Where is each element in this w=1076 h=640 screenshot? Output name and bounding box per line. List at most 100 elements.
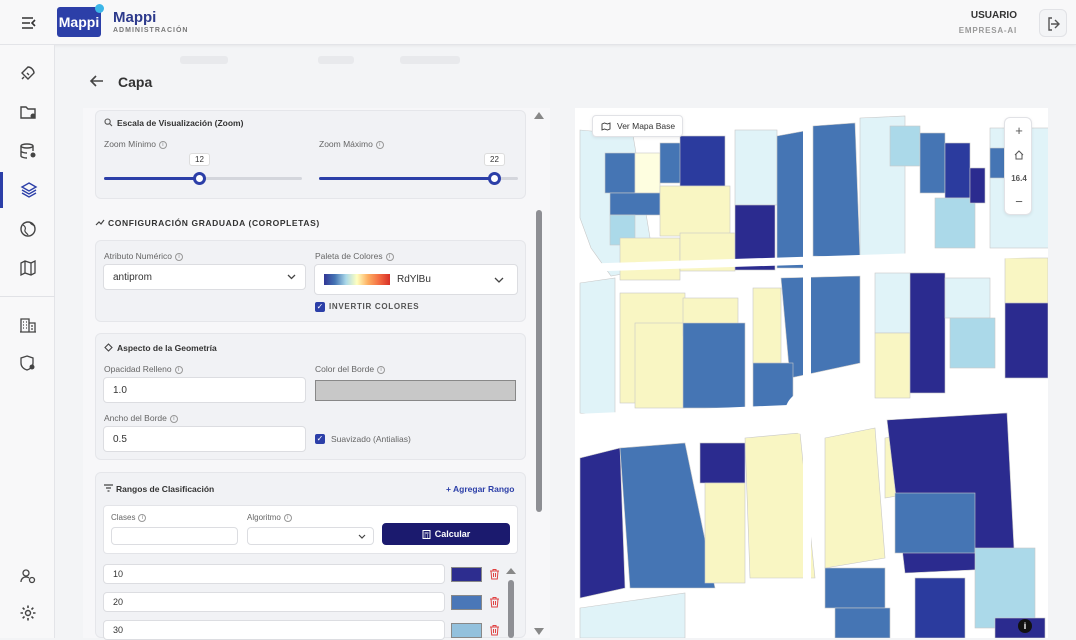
border-color-label-text: Color del Borde [315, 364, 375, 374]
info-icon: i [175, 252, 184, 261]
palette-select[interactable]: RdYlBu [314, 264, 518, 295]
ranges-section-title: Rangos de Clasificación [116, 484, 215, 494]
choropleth-map[interactable] [575, 108, 1048, 638]
logout-button[interactable] [1039, 9, 1067, 37]
info-icon: i [174, 365, 183, 374]
range-color-swatch[interactable] [451, 595, 482, 610]
zoom-min-value: 12 [189, 153, 210, 166]
sidebar-item-layers[interactable] [0, 172, 55, 208]
zoom-min-label: Zoom Mínimo i [104, 139, 167, 149]
ranges-scrollbar[interactable] [508, 580, 514, 638]
zoom-level: 16.4 [1011, 174, 1027, 183]
range-color-swatch[interactable] [451, 567, 482, 582]
top-bar: Mappi Mappi ADMINISTRACIÓN USUARIO EMPRE… [0, 0, 1076, 45]
logout-icon [1048, 17, 1060, 31]
panel-scroll-down-icon[interactable] [534, 628, 544, 635]
panel-scrollbar[interactable] [536, 210, 542, 512]
attribute-select[interactable]: antiprom [103, 264, 306, 290]
sidebar-item-users[interactable] [0, 558, 55, 594]
trash-icon[interactable] [489, 624, 500, 636]
zoom-max-value: 22 [484, 153, 505, 166]
page-header: Capa [70, 56, 1076, 106]
zoom-out-button[interactable]: − [1015, 194, 1023, 209]
chevron-down-icon [358, 534, 366, 539]
brand-subtitle: ADMINISTRACIÓN [113, 27, 189, 34]
sidebar-item-security[interactable] [0, 345, 55, 381]
sidebar-divider [0, 296, 55, 297]
faded-tab [318, 56, 354, 64]
opacity-label: Opacidad Relleno i [104, 364, 183, 374]
range-row-value[interactable]: 30 [103, 620, 445, 640]
plus-icon: + [446, 484, 454, 494]
map-icon [19, 259, 36, 277]
border-width-label: Ancho del Borde i [104, 413, 178, 423]
mappi-logo: Mappi [57, 4, 104, 37]
brand-name: Mappi [113, 9, 157, 26]
attribute-label-text: Atributo Numérico [104, 251, 173, 261]
zoom-in-button[interactable]: + [1015, 123, 1023, 138]
ranges-scroll-up-icon[interactable] [506, 568, 516, 574]
chevron-down-icon [494, 277, 504, 283]
view-base-map-button[interactable]: Ver Mapa Base [592, 115, 683, 137]
calculate-button[interactable]: Calcular [382, 523, 510, 545]
info-icon: i [169, 414, 178, 423]
building-icon [19, 318, 36, 333]
range-row-value[interactable]: 10 [103, 564, 445, 584]
add-range-button[interactable]: + Agregar Rango [446, 484, 514, 494]
palette-select-value: RdYlBu [397, 274, 431, 285]
folder-settings-icon [19, 106, 36, 119]
sidebar-item-globe[interactable] [0, 211, 55, 247]
algorithm-label: Algoritmo i [247, 513, 292, 522]
view-base-map-label: Ver Mapa Base [617, 121, 676, 131]
home-icon[interactable] [1014, 150, 1024, 160]
calculator-icon [422, 529, 431, 539]
panel-scroll-up-icon[interactable] [534, 112, 544, 119]
menu-collapse-icon[interactable] [20, 14, 38, 32]
palette-gradient-swatch [324, 274, 390, 285]
map-view[interactable] [575, 108, 1048, 638]
trash-icon[interactable] [489, 596, 500, 608]
sidebar-item-map[interactable] [0, 250, 55, 286]
classes-label-text: Clases [111, 513, 136, 522]
border-width-label-text: Ancho del Borde [104, 413, 167, 423]
logo-text: Mappi [58, 14, 100, 30]
ranges-card [95, 472, 526, 638]
algorithm-select[interactable] [247, 527, 374, 545]
classes-input[interactable] [111, 527, 238, 545]
algorithm-label-text: Algoritmo [247, 513, 281, 522]
palette-label: Paleta de Colores i [315, 251, 394, 261]
rocket-icon [20, 66, 35, 80]
back-arrow-icon[interactable] [88, 72, 106, 90]
sidebar-item-folders[interactable] [0, 94, 55, 130]
border-color-picker[interactable] [315, 380, 516, 401]
zoom-max-thumb[interactable] [488, 172, 501, 185]
map-info-icon[interactable]: i [1018, 619, 1032, 633]
zoom-min-slider[interactable]: 12 [104, 153, 302, 185]
logo-pin-icon [95, 4, 104, 13]
attribute-select-value: antiprom [113, 271, 152, 283]
zoom-search-icon [104, 118, 113, 127]
range-row-value[interactable]: 20 [103, 592, 445, 612]
opacity-input[interactable]: 1.0 [103, 377, 306, 403]
info-icon: i [283, 513, 292, 522]
border-width-input[interactable]: 0.5 [103, 426, 306, 452]
sidebar-item-database[interactable] [0, 133, 55, 169]
sidebar-item-settings[interactable] [0, 595, 55, 631]
add-range-label: Agregar Rango [453, 484, 515, 494]
trash-icon[interactable] [489, 568, 500, 580]
calculate-label: Calcular [434, 529, 471, 539]
attribute-label: Atributo Numérico i [104, 251, 184, 261]
shield-user-icon [19, 355, 34, 371]
info-icon: i [158, 140, 167, 149]
sidebar-item-company[interactable] [0, 307, 55, 343]
zoom-max-slider[interactable]: 22 [319, 153, 518, 185]
antialias-checkbox[interactable]: ✓ [315, 434, 325, 444]
zoom-min-thumb[interactable] [193, 172, 206, 185]
gear-icon [20, 605, 35, 621]
zoom-card [95, 110, 526, 199]
range-color-swatch[interactable] [451, 623, 482, 638]
invert-colors-checkbox[interactable]: ✓ [315, 302, 325, 312]
sidebar-item-tasks[interactable] [0, 55, 55, 91]
graduated-section-title: CONFIGURACIÓN GRADUADA (COROPLETAS) [108, 218, 320, 228]
filter-icon [104, 484, 113, 492]
